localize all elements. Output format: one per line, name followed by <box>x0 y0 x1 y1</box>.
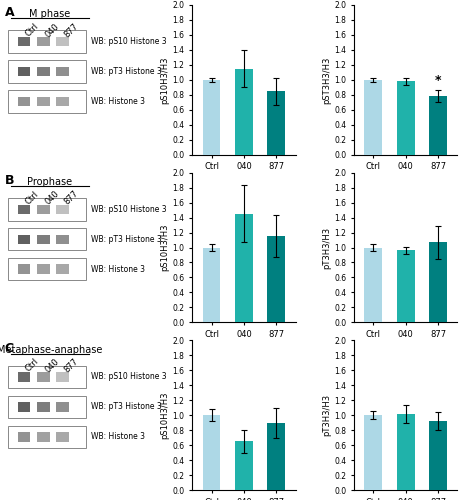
Text: WB: pS10 Histone 3: WB: pS10 Histone 3 <box>91 205 167 214</box>
Text: *: * <box>435 74 441 86</box>
Bar <box>8 366 86 388</box>
Text: 040: 040 <box>43 357 61 374</box>
Bar <box>235 68 253 154</box>
Text: WB: Histone 3: WB: Histone 3 <box>91 432 145 442</box>
Bar <box>8 396 86 418</box>
Bar <box>56 204 69 214</box>
Bar <box>37 204 50 214</box>
Bar <box>8 258 86 280</box>
Bar <box>397 82 414 154</box>
Text: WB: pT3 Histone 3: WB: pT3 Histone 3 <box>91 235 162 244</box>
Y-axis label: pST3H3/H3: pST3H3/H3 <box>322 56 331 104</box>
Bar <box>37 402 50 411</box>
Text: WB: Histone 3: WB: Histone 3 <box>91 264 145 274</box>
Bar <box>429 421 447 490</box>
Text: C: C <box>5 342 14 355</box>
Bar <box>56 37 69 46</box>
Bar <box>18 264 30 274</box>
Text: Metaphase-anaphase: Metaphase-anaphase <box>0 345 103 355</box>
Bar <box>56 97 69 106</box>
Bar <box>267 236 285 322</box>
Text: WB: Histone 3: WB: Histone 3 <box>91 97 145 106</box>
Y-axis label: pS10H3/H3: pS10H3/H3 <box>161 56 170 104</box>
Bar <box>397 250 414 322</box>
Bar <box>56 402 69 411</box>
Bar <box>235 442 253 490</box>
Text: 877: 877 <box>63 22 80 39</box>
Y-axis label: pS10H3/H3: pS10H3/H3 <box>161 392 170 439</box>
Bar <box>37 67 50 76</box>
Bar <box>235 214 253 322</box>
Y-axis label: pT3H3/H3: pT3H3/H3 <box>322 394 331 436</box>
Text: A: A <box>5 6 14 20</box>
Text: Ctrl: Ctrl <box>24 22 41 38</box>
Bar <box>365 80 382 154</box>
Bar <box>8 60 86 83</box>
Bar <box>56 264 69 274</box>
Bar <box>267 91 285 154</box>
Bar <box>8 90 86 113</box>
Bar <box>37 234 50 244</box>
Bar <box>56 372 69 382</box>
Text: WB: pS10 Histone 3: WB: pS10 Histone 3 <box>91 37 167 46</box>
Bar <box>429 242 447 322</box>
Bar <box>37 432 50 442</box>
Bar <box>18 37 30 46</box>
Bar <box>365 248 382 322</box>
Text: WB: pT3 Histone 3: WB: pT3 Histone 3 <box>91 402 162 411</box>
Bar <box>203 80 220 154</box>
Y-axis label: pS10H3/H3: pS10H3/H3 <box>161 224 170 271</box>
Bar <box>56 432 69 442</box>
Bar <box>8 228 86 250</box>
Bar <box>56 67 69 76</box>
Text: WB: pT3 Histone 3: WB: pT3 Histone 3 <box>91 67 162 76</box>
Y-axis label: pT3H3/H3: pT3H3/H3 <box>322 226 331 268</box>
Bar <box>37 37 50 46</box>
Bar <box>37 97 50 106</box>
Text: Ctrl: Ctrl <box>24 189 41 206</box>
Bar <box>56 234 69 244</box>
Bar <box>267 422 285 490</box>
Bar <box>18 97 30 106</box>
Bar <box>8 30 86 53</box>
Bar <box>37 372 50 382</box>
Text: B: B <box>5 174 14 187</box>
Text: 877: 877 <box>63 189 80 207</box>
Text: Ctrl: Ctrl <box>24 357 41 374</box>
Bar <box>203 415 220 490</box>
Text: 040: 040 <box>43 189 61 206</box>
Text: 040: 040 <box>43 22 61 39</box>
Bar <box>365 415 382 490</box>
Text: M phase: M phase <box>29 10 71 20</box>
Text: Prophase: Prophase <box>27 177 73 187</box>
Bar <box>8 198 86 220</box>
Bar <box>8 426 86 448</box>
Bar <box>18 204 30 214</box>
Bar <box>18 432 30 442</box>
Text: 877: 877 <box>63 357 80 374</box>
Bar <box>203 248 220 322</box>
Bar <box>18 402 30 411</box>
Bar <box>429 96 447 154</box>
Bar <box>18 372 30 382</box>
Bar <box>18 67 30 76</box>
Bar <box>397 414 414 490</box>
Bar <box>37 264 50 274</box>
Bar <box>18 234 30 244</box>
Text: WB: pS10 Histone 3: WB: pS10 Histone 3 <box>91 372 167 382</box>
